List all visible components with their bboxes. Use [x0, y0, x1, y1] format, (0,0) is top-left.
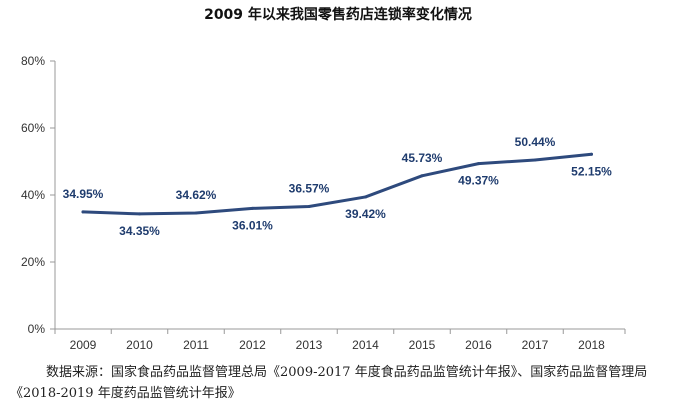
data-label: 52.15% — [571, 164, 612, 178]
data-label: 34.95% — [63, 187, 104, 201]
y-tick-label: 0% — [28, 322, 46, 336]
x-tick-label: 2014 — [352, 338, 379, 352]
series-group — [81, 152, 593, 216]
data-label: 36.01% — [232, 218, 273, 232]
chart-title: 2009 年以来我国零售药店连锁率变化情况 — [204, 7, 472, 23]
y-axis: 0% 20% 40% 60% 80% — [21, 54, 56, 336]
data-point — [194, 211, 198, 215]
y-tick-label: 40% — [21, 188, 45, 202]
data-point — [138, 212, 141, 216]
data-point — [590, 152, 593, 156]
data-point — [251, 206, 254, 210]
data-label: 34.35% — [119, 224, 160, 238]
data-label: 34.62% — [176, 188, 217, 202]
data-label: 45.73% — [402, 151, 443, 165]
data-label: 49.37% — [458, 174, 499, 188]
x-tick-label: 2012 — [239, 338, 266, 352]
x-tick-label: 2015 — [409, 338, 436, 352]
data-label: 36.57% — [289, 181, 330, 195]
data-point — [533, 158, 537, 162]
data-point — [477, 162, 480, 166]
x-tick-label: 2017 — [522, 338, 549, 352]
y-tick-label: 80% — [21, 54, 45, 68]
data-point — [81, 210, 85, 214]
data-label: 39.42% — [345, 207, 386, 221]
series-line — [81, 152, 593, 216]
data-point — [364, 195, 367, 199]
x-tick-label: 2009 — [70, 338, 97, 352]
x-tick-label: 2011 — [183, 338, 209, 352]
data-labels: 34.95% 34.35% 34.62% 36.01% 36.57% 39.42% 45.7… — [63, 135, 613, 238]
x-tick-label: 2013 — [296, 338, 323, 352]
line-chart: 0%20%40%60%80% 2009 2010 2011 2012 2013 2014 2… — [21, 54, 626, 352]
data-label: 50.44% — [515, 135, 556, 149]
y-tick-label: 60% — [21, 121, 45, 135]
source-note: 数据来源：国家食品药品监督管理总局《2009-2017 年度食品药品监管统计年报… — [10, 365, 648, 401]
data-point — [307, 204, 311, 208]
x-tick-label: 2016 — [465, 338, 492, 352]
x-tick-label: 2010 — [126, 338, 153, 352]
x-axis: 2009 2010 2011 2012 2013 2014 2015 2016 2017 2018 — [54, 328, 626, 352]
x-tick-label: 2018 — [578, 338, 605, 352]
data-point — [420, 174, 424, 178]
y-tick-label: 20% — [21, 255, 45, 269]
